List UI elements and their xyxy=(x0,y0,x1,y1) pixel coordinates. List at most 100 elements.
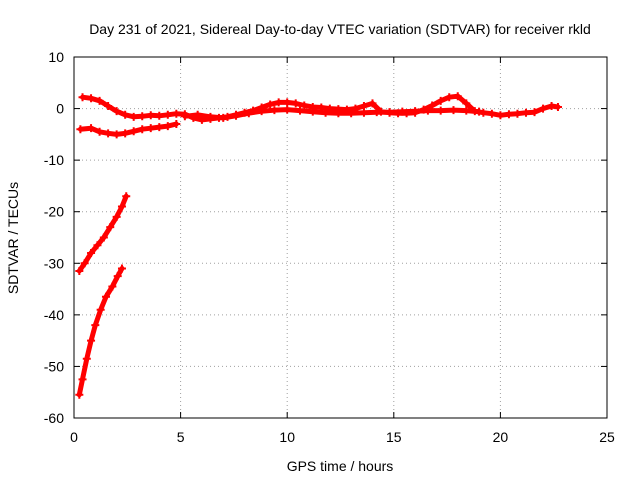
data-point xyxy=(283,98,292,107)
data-point xyxy=(359,108,368,117)
data-point xyxy=(163,122,172,131)
data-point xyxy=(274,98,283,107)
data-point xyxy=(172,109,181,118)
data-point xyxy=(530,108,539,117)
x-tick-label: 5 xyxy=(177,429,185,445)
data-point xyxy=(82,354,91,363)
data-point xyxy=(76,125,85,134)
data-point xyxy=(487,109,496,118)
data-point xyxy=(423,106,432,115)
data-point xyxy=(155,111,164,120)
data-point xyxy=(449,106,458,115)
data-point xyxy=(121,129,130,138)
series-descending-arc-2 xyxy=(75,264,126,399)
data-point xyxy=(96,305,105,314)
data-point xyxy=(462,106,471,115)
data-point xyxy=(504,110,513,119)
data-point xyxy=(291,99,300,108)
x-tick-label: 0 xyxy=(70,429,78,445)
data-point xyxy=(91,321,100,330)
data-point xyxy=(411,107,420,116)
data-point xyxy=(99,233,108,242)
data-point xyxy=(547,101,556,110)
data-point xyxy=(453,92,462,101)
data-point xyxy=(112,130,121,139)
x-axis-label: GPS time / hours xyxy=(287,458,394,474)
data-point xyxy=(108,282,117,291)
plot-frame xyxy=(73,56,608,419)
data-point xyxy=(295,106,304,115)
x-tick-label: 10 xyxy=(279,429,295,445)
x-tick-label: 15 xyxy=(386,429,402,445)
data-point xyxy=(283,105,292,114)
y-tick-label: -20 xyxy=(44,204,64,220)
data-point xyxy=(368,99,377,108)
series-descending-arc-1 xyxy=(75,192,131,276)
x-tick-label: 25 xyxy=(599,429,615,445)
data-point xyxy=(87,94,96,103)
series-mid-band xyxy=(180,105,484,122)
data-point xyxy=(496,111,505,120)
data-point xyxy=(436,106,445,115)
data-point xyxy=(104,101,113,110)
data-point xyxy=(266,100,275,109)
y-tick-label: -30 xyxy=(44,255,64,271)
data-point xyxy=(117,264,126,273)
data-point xyxy=(104,129,113,138)
data-point xyxy=(75,390,84,399)
y-tick-label: 0 xyxy=(56,101,64,117)
data-point xyxy=(321,108,330,117)
y-tick-label: -50 xyxy=(44,358,64,374)
data-point xyxy=(112,212,121,221)
data-series xyxy=(75,92,562,399)
y-axis-label: SDTVAR / TECUs xyxy=(5,182,21,294)
data-point xyxy=(117,202,126,211)
data-point xyxy=(122,192,131,201)
series-secondary-band xyxy=(76,120,181,139)
data-point xyxy=(475,107,484,116)
data-point xyxy=(112,107,121,116)
data-point xyxy=(244,109,253,118)
data-point xyxy=(553,103,562,112)
data-point xyxy=(180,112,189,121)
data-point xyxy=(257,107,266,116)
data-point xyxy=(521,108,530,117)
data-point xyxy=(101,292,110,301)
data-point xyxy=(87,336,96,345)
data-point xyxy=(462,99,471,108)
data-point xyxy=(106,223,115,232)
data-point xyxy=(232,111,241,120)
data-point xyxy=(359,101,368,110)
chart-title: Day 231 of 2021, Sidereal Day-to-day VTE… xyxy=(89,21,591,37)
y-tick-label: -10 xyxy=(44,152,64,168)
data-point xyxy=(385,108,394,117)
data-point xyxy=(129,127,138,136)
data-point xyxy=(347,109,356,118)
data-point xyxy=(113,272,122,281)
data-point xyxy=(87,124,96,133)
data-point xyxy=(95,96,104,105)
series-line xyxy=(76,265,125,398)
axis-ticks: 0 5 10 15 20 25 10 0 -10 -20 -30 -40 -50 -60 xyxy=(44,49,615,445)
data-point xyxy=(75,267,84,276)
data-point xyxy=(193,110,202,119)
data-point xyxy=(95,127,104,136)
data-point xyxy=(78,375,87,384)
data-point xyxy=(80,259,89,268)
y-tick-label: 10 xyxy=(48,49,64,65)
data-point xyxy=(436,96,445,105)
data-point xyxy=(138,112,147,121)
data-point xyxy=(129,112,138,121)
data-point xyxy=(372,108,381,117)
data-point xyxy=(121,110,130,119)
data-point xyxy=(270,106,279,115)
data-point xyxy=(93,241,102,250)
data-point xyxy=(172,120,181,129)
data-point xyxy=(539,104,548,113)
data-point xyxy=(146,111,155,120)
data-point xyxy=(138,125,147,134)
data-point xyxy=(334,109,343,118)
data-point xyxy=(398,107,407,116)
